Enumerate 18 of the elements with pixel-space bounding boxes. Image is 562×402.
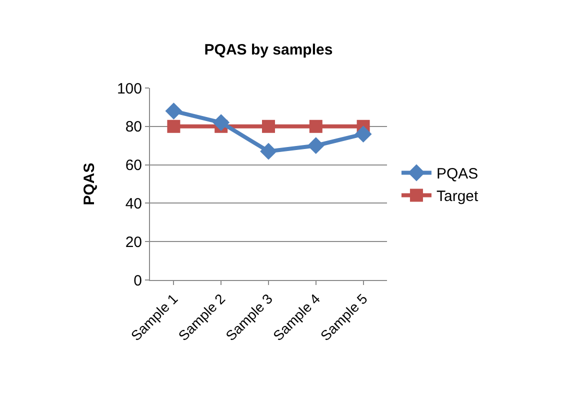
point xyxy=(262,120,275,133)
point xyxy=(260,142,277,160)
y-tick-label: 0 xyxy=(134,272,142,290)
point xyxy=(212,114,230,132)
point xyxy=(167,120,180,133)
point xyxy=(354,126,372,143)
legend-label: PQAS xyxy=(436,166,478,183)
y-tick-label: 100 xyxy=(116,80,142,98)
y-tick-label: 20 xyxy=(125,234,142,251)
chart-title: PQAS by samples xyxy=(204,42,333,59)
point xyxy=(309,120,322,133)
legend-label: Target xyxy=(436,188,479,206)
point xyxy=(165,102,182,120)
y-tick-label: 80 xyxy=(125,118,142,136)
point xyxy=(307,137,324,154)
y-tick-label: 40 xyxy=(125,195,142,212)
y-axis-title: PQAS xyxy=(81,162,98,206)
y-tick-label: 60 xyxy=(125,157,142,174)
